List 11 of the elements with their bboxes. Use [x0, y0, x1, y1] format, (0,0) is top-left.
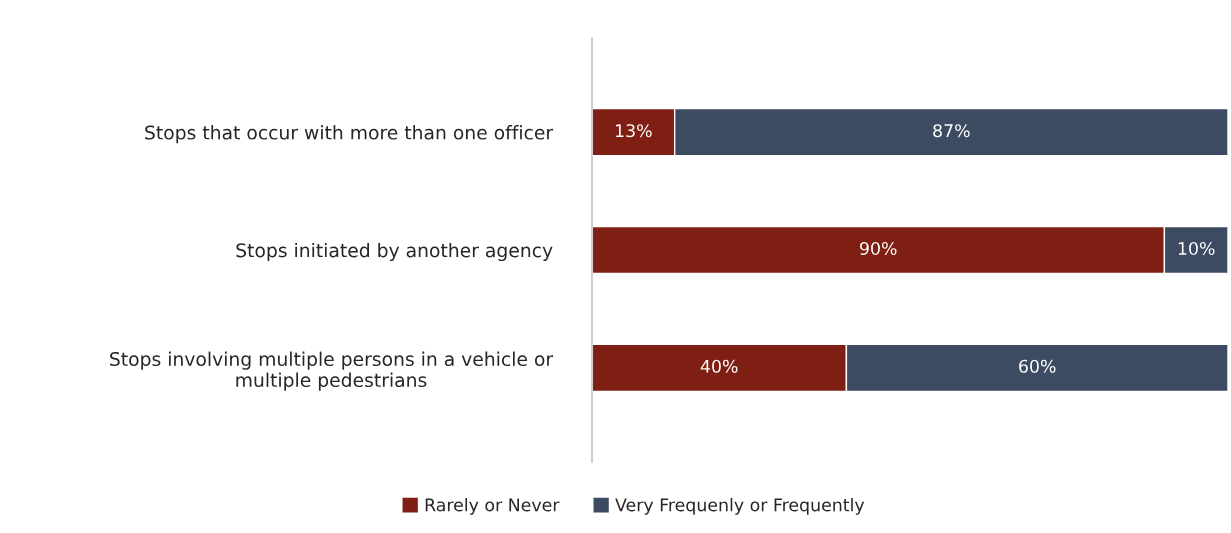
y-tick-label: Stops that occur with more than one officer [145, 125, 554, 144]
y-tick-label: Stops involving multiple persons in a vehicle or multiple pedestrians [110, 351, 554, 391]
data-label: 13% [615, 124, 652, 138]
data-label: 87% [933, 124, 970, 138]
legend-label: Rarely or Never [425, 497, 560, 515]
data-label: 40% [700, 359, 738, 373]
data-label: 60% [1019, 359, 1056, 373]
y-tick-label: Stops initiated by another agency [236, 242, 553, 262]
legend-label: Very Frequenly or Frequently [615, 497, 865, 515]
data-label: 90% [860, 241, 897, 256]
data-label: 10% [1178, 241, 1215, 256]
